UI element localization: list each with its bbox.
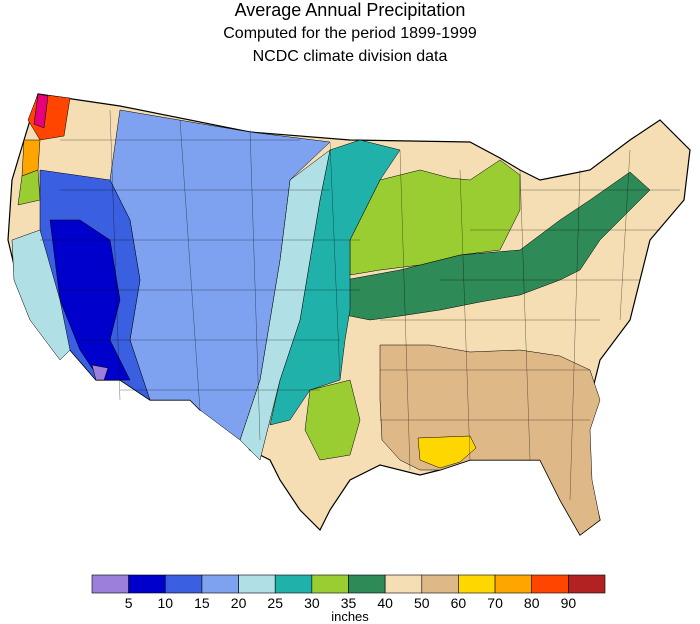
- legend-tick-label: 80: [524, 595, 540, 611]
- legend-swatch: [458, 574, 496, 594]
- legend-tick-label: 25: [267, 595, 283, 611]
- region-ca-coast: [11, 229, 71, 361]
- legend-ticks: 5 10 15 20 25 30 35 40 50 60 70 80 90: [125, 595, 577, 611]
- map-title: Average Annual Precipitation: [234, 0, 466, 20]
- legend-swatch: [531, 574, 569, 594]
- legend-swatch: [311, 574, 349, 594]
- legend-tick-label: 30: [304, 595, 320, 611]
- legend-swatch: [91, 574, 129, 594]
- division-lines: [40, 109, 680, 501]
- legend-swatch: [348, 574, 386, 594]
- legend-tick-label: 15: [194, 595, 210, 611]
- legend-tick-label: 50: [414, 595, 430, 611]
- legend-tick-label: 5: [125, 595, 133, 611]
- region-gulf: [417, 435, 477, 469]
- legend-tick-label: 70: [487, 595, 503, 611]
- legend-tick-label: 20: [231, 595, 247, 611]
- region-midwest: [344, 171, 651, 321]
- legend-unit: inches: [331, 609, 369, 624]
- region-lowest: [91, 364, 109, 381]
- legend-swatch: [384, 574, 423, 594]
- map-subtitle-period: Computed for the period 1899-1999: [223, 25, 477, 42]
- region-pnw-very-wet: [33, 93, 49, 129]
- color-legend: 5 10 15 20 25 30 35 40 50 60 70 80 90: [91, 574, 606, 611]
- legend-swatch: [568, 574, 606, 594]
- legend-swatch: [421, 574, 459, 594]
- region-prairie-south: [304, 379, 361, 461]
- legend-tick-label: 35: [341, 595, 357, 611]
- legend-tick-label: 90: [561, 595, 577, 611]
- legend-swatch: [164, 574, 203, 594]
- legend-tick-label: 60: [451, 595, 467, 611]
- legend-tick-label: 10: [157, 595, 173, 611]
- region-prairie: [349, 159, 521, 276]
- legend-swatch: [128, 574, 166, 594]
- precipitation-map: [7, 93, 691, 536]
- legend-tick-label: 40: [377, 595, 393, 611]
- legend-swatch: [238, 574, 276, 594]
- legend-swatch: [201, 574, 239, 594]
- region-pnw-prairie: [17, 169, 41, 206]
- region-south: [379, 344, 601, 536]
- legend-swatches: [91, 574, 606, 594]
- legend-swatch: [494, 574, 533, 594]
- map-subtitle-source: NCDC climate division data: [252, 48, 448, 65]
- legend-swatch: [274, 574, 313, 594]
